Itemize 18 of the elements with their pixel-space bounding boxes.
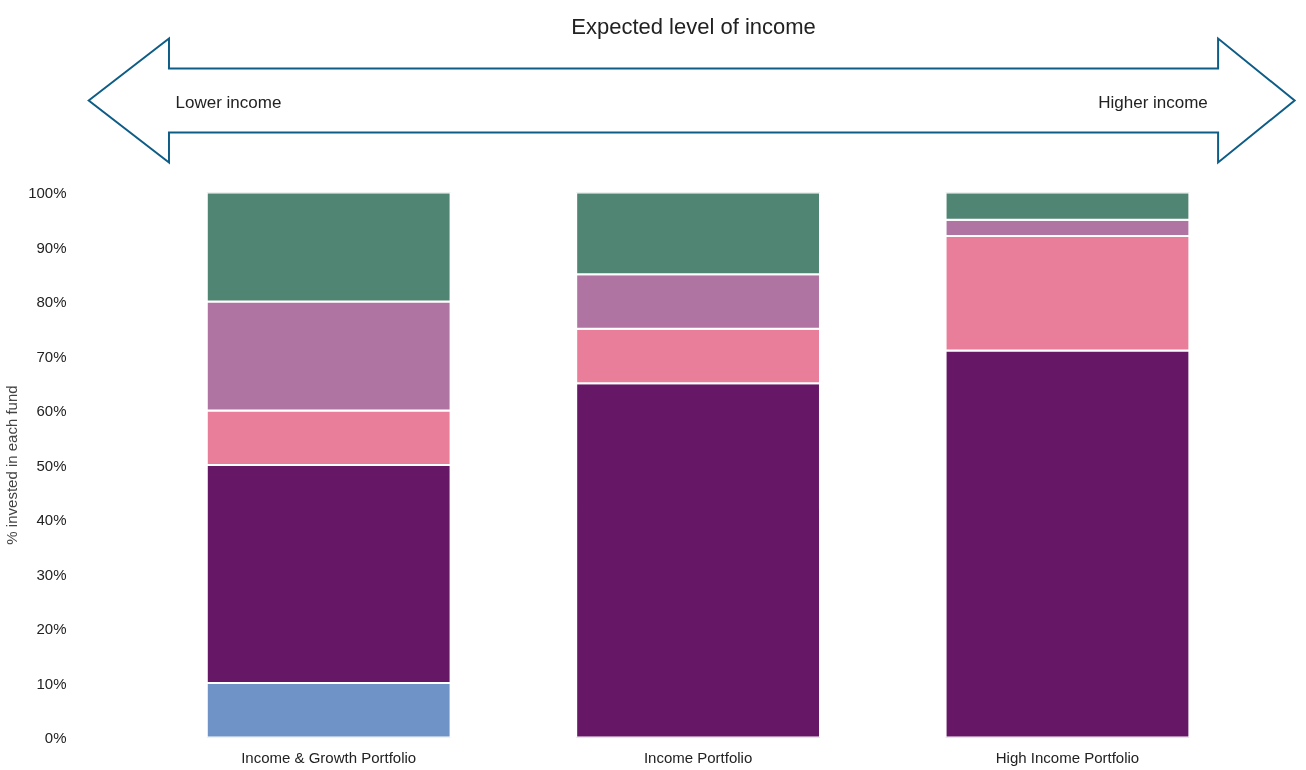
x-tick-label: Income & Growth Portfolio: [241, 748, 417, 766]
y-tick-label: 30%: [36, 565, 67, 583]
y-tick-label: 70%: [36, 347, 67, 365]
y-tick-label: 10%: [36, 674, 67, 692]
y-tick-label: 50%: [36, 456, 67, 474]
y-tick-label: 80%: [36, 293, 67, 310]
x-tick-label: High Income Portfolio: [995, 748, 1140, 766]
y-tick-label: 0%: [44, 729, 67, 746]
y-axis-title: % invested in each fund: [3, 385, 21, 545]
y-tick-label: 90%: [36, 238, 67, 256]
x-tick-label: Income Portfolio: [643, 748, 753, 766]
text: Lower income: [175, 93, 282, 112]
y-tick-label: 60%: [36, 402, 67, 419]
y-tick-label: 40%: [36, 511, 67, 528]
y-tick-label: 100%: [28, 184, 67, 201]
text: Higher income: [1098, 93, 1208, 112]
chart-title: Expected level of income: [571, 14, 816, 39]
y-tick-label: 20%: [36, 620, 67, 637]
